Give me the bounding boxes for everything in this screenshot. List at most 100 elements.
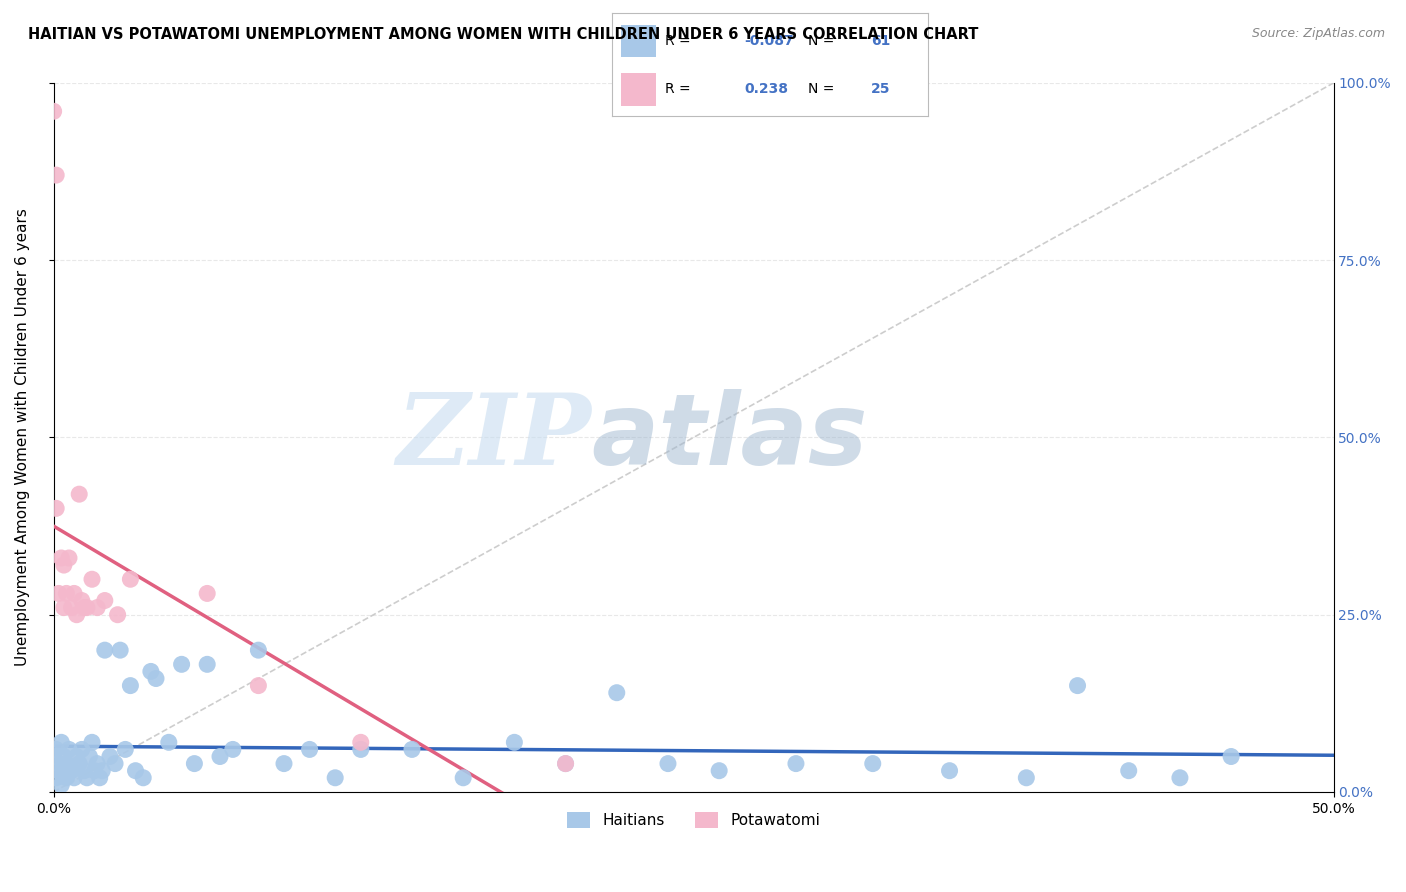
Point — [76, 771, 98, 785]
Point — [170, 657, 193, 672]
Text: R =: R = — [665, 82, 690, 96]
Legend: Haitians, Potawatomi: Haitians, Potawatomi — [561, 805, 827, 834]
Point — [52, 749, 75, 764]
Text: R =: R = — [665, 34, 690, 48]
Point — [298, 742, 321, 756]
Point — [66, 749, 89, 764]
Point — [222, 742, 245, 756]
Point — [45, 742, 67, 756]
Point — [67, 487, 90, 501]
Point — [1118, 764, 1140, 778]
Point — [1066, 679, 1088, 693]
Point — [70, 742, 93, 756]
Point — [1220, 749, 1243, 764]
Point — [52, 764, 75, 778]
Point — [247, 643, 270, 657]
Point — [104, 756, 127, 771]
Point — [76, 600, 98, 615]
Point — [350, 735, 373, 749]
Point — [86, 756, 108, 771]
Bar — [621, 25, 655, 57]
Point — [73, 600, 96, 615]
Point — [79, 749, 101, 764]
Point — [120, 679, 142, 693]
Point — [606, 686, 628, 700]
Point — [63, 586, 86, 600]
Text: -0.087: -0.087 — [745, 34, 794, 48]
Point — [48, 586, 70, 600]
Text: Source: ZipAtlas.com: Source: ZipAtlas.com — [1251, 27, 1385, 40]
Point — [80, 572, 103, 586]
Point — [554, 756, 576, 771]
Point — [273, 756, 295, 771]
Point — [52, 558, 75, 572]
Point — [42, 104, 65, 119]
Point — [94, 643, 117, 657]
Point — [114, 742, 136, 756]
Point — [60, 764, 83, 778]
Point — [862, 756, 884, 771]
Point — [124, 764, 146, 778]
Point — [785, 756, 807, 771]
Point — [195, 657, 218, 672]
Point — [94, 593, 117, 607]
Point — [42, 749, 65, 764]
Point — [73, 764, 96, 778]
Point — [350, 742, 373, 756]
Point — [107, 607, 129, 622]
Point — [657, 756, 679, 771]
Point — [55, 771, 77, 785]
Point — [67, 756, 90, 771]
Point — [51, 735, 73, 749]
Point — [132, 771, 155, 785]
Bar — [621, 73, 655, 106]
Point — [554, 756, 576, 771]
Point — [451, 771, 474, 785]
Point — [55, 756, 77, 771]
Point — [1168, 771, 1191, 785]
Point — [707, 764, 730, 778]
Point — [63, 771, 86, 785]
Point — [157, 735, 180, 749]
Text: N =: N = — [808, 82, 834, 96]
Point — [91, 764, 114, 778]
Text: atlas: atlas — [591, 389, 868, 486]
Text: N =: N = — [808, 34, 834, 48]
Point — [51, 778, 73, 792]
Point — [58, 551, 80, 566]
Text: 61: 61 — [872, 34, 890, 48]
Point — [108, 643, 131, 657]
Point — [52, 600, 75, 615]
Point — [48, 764, 70, 778]
Point — [51, 551, 73, 566]
Point — [503, 735, 526, 749]
Point — [247, 679, 270, 693]
Point — [55, 586, 77, 600]
Point — [195, 586, 218, 600]
Point — [98, 749, 121, 764]
Point — [208, 749, 231, 764]
Text: 0.238: 0.238 — [745, 82, 789, 96]
Point — [323, 771, 346, 785]
Point — [45, 168, 67, 182]
Text: HAITIAN VS POTAWATOMI UNEMPLOYMENT AMONG WOMEN WITH CHILDREN UNDER 6 YEARS CORRE: HAITIAN VS POTAWATOMI UNEMPLOYMENT AMONG… — [28, 27, 979, 42]
Text: ZIP: ZIP — [396, 389, 591, 486]
Point — [48, 756, 70, 771]
Point — [86, 600, 108, 615]
Point — [58, 742, 80, 756]
Point — [66, 607, 89, 622]
Point — [60, 600, 83, 615]
Point — [80, 735, 103, 749]
Point — [45, 501, 67, 516]
Point — [83, 764, 105, 778]
Point — [1015, 771, 1038, 785]
Point — [145, 672, 167, 686]
Point — [45, 771, 67, 785]
Point — [401, 742, 423, 756]
Point — [70, 593, 93, 607]
Text: 25: 25 — [872, 82, 890, 96]
Point — [139, 665, 162, 679]
Point — [89, 771, 111, 785]
Point — [183, 756, 205, 771]
Point — [120, 572, 142, 586]
